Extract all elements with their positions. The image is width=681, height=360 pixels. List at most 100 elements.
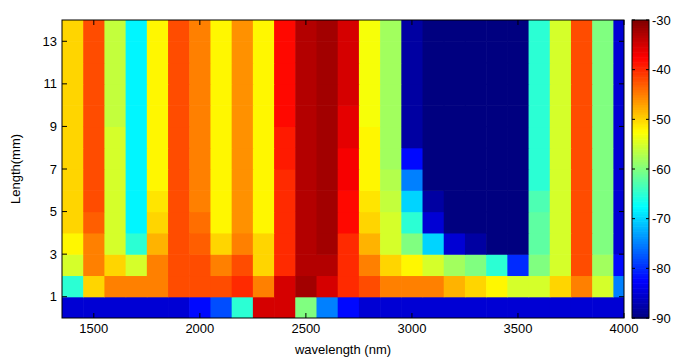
x-tick-label: 2500	[291, 321, 320, 336]
cell	[359, 275, 381, 297]
y-tick	[62, 41, 67, 42]
cell	[232, 84, 254, 106]
colorbar-frame	[632, 20, 649, 318]
cell	[295, 20, 317, 42]
cell	[147, 105, 169, 127]
y-tick	[62, 211, 67, 212]
cell	[613, 297, 624, 318]
cell	[147, 212, 169, 234]
colorbar-tick-label: -80	[652, 261, 671, 276]
cell	[168, 20, 190, 42]
cell	[465, 275, 487, 297]
cell	[147, 233, 169, 255]
cell	[83, 148, 105, 170]
colorbar-tick	[632, 169, 635, 170]
cell	[104, 20, 126, 42]
cell	[507, 105, 529, 127]
cell	[550, 126, 572, 148]
colorbar-tick	[646, 218, 649, 219]
cell	[62, 190, 84, 212]
y-tick	[62, 296, 67, 297]
cell	[359, 20, 381, 42]
cell	[295, 84, 317, 106]
cell	[126, 41, 148, 63]
colorbar-tick	[632, 119, 635, 120]
cell	[380, 105, 402, 127]
cell	[401, 275, 423, 297]
cell	[338, 126, 360, 148]
cell	[613, 169, 624, 191]
cell	[104, 63, 126, 85]
cell	[62, 169, 84, 191]
cell	[126, 169, 148, 191]
cell	[465, 297, 487, 318]
cell	[316, 254, 338, 276]
cell	[295, 254, 317, 276]
cell	[83, 190, 105, 212]
cell	[253, 126, 275, 148]
cell	[401, 297, 423, 318]
cell	[168, 63, 190, 85]
cell	[529, 212, 551, 234]
cell	[253, 169, 275, 191]
cell	[338, 254, 360, 276]
cell	[253, 212, 275, 234]
cell	[210, 63, 232, 85]
y-tick	[62, 169, 67, 170]
cell	[83, 20, 105, 42]
cell	[295, 212, 317, 234]
cell	[168, 297, 190, 318]
cell	[338, 20, 360, 42]
cell	[253, 275, 275, 297]
cell	[83, 233, 105, 255]
colorbar-tick-label: -90	[652, 311, 671, 326]
cell	[423, 105, 445, 127]
cell	[380, 148, 402, 170]
cell	[62, 254, 84, 276]
cell	[359, 297, 381, 318]
x-tick	[93, 313, 94, 318]
cell	[465, 148, 487, 170]
cell	[613, 233, 624, 255]
cell	[62, 41, 84, 63]
cell	[274, 148, 296, 170]
cell	[104, 297, 126, 318]
colorbar-tick	[646, 169, 649, 170]
cell	[486, 169, 508, 191]
cell	[316, 105, 338, 127]
cell	[210, 190, 232, 212]
cell	[465, 105, 487, 127]
cell	[529, 190, 551, 212]
cell	[274, 275, 296, 297]
cell	[189, 169, 211, 191]
cell	[295, 190, 317, 212]
cell	[147, 84, 169, 106]
cell	[316, 148, 338, 170]
cell	[232, 190, 254, 212]
cell	[295, 41, 317, 63]
cell	[126, 297, 148, 318]
colorbar-tick-label: -30	[652, 13, 671, 28]
cell	[168, 233, 190, 255]
cell	[253, 41, 275, 63]
colorbar-tick	[632, 318, 635, 319]
cell	[550, 275, 572, 297]
cell	[465, 254, 487, 276]
cell	[613, 126, 624, 148]
colorbar-tick-label: -50	[652, 112, 671, 127]
cell	[401, 41, 423, 63]
cell	[401, 105, 423, 127]
cell	[401, 169, 423, 191]
cell	[274, 126, 296, 148]
cell	[444, 20, 466, 42]
x-tick	[199, 20, 200, 25]
cell	[507, 190, 529, 212]
cell	[83, 169, 105, 191]
cell	[550, 297, 572, 318]
cell	[423, 190, 445, 212]
y-tick-label: 1	[50, 289, 57, 304]
cell	[550, 20, 572, 42]
cell	[613, 20, 624, 42]
cell	[465, 84, 487, 106]
cell	[465, 169, 487, 191]
